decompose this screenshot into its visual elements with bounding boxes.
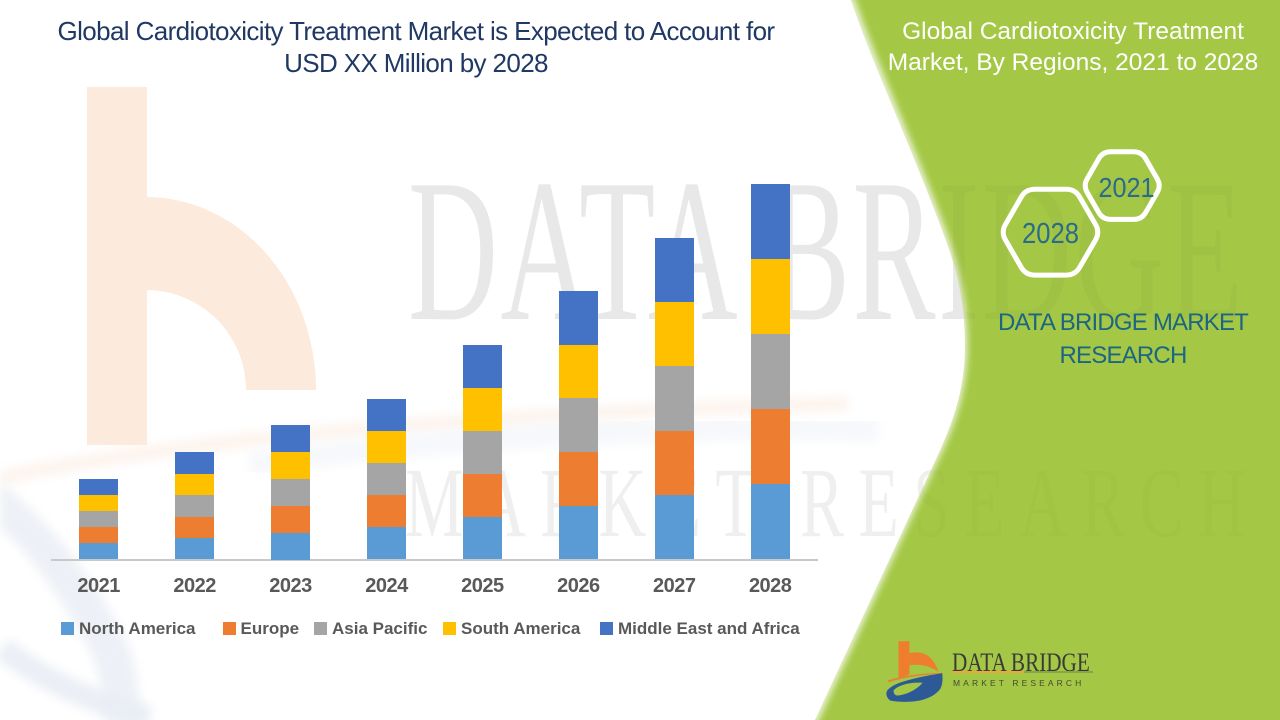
svg-text:2021: 2021: [1099, 172, 1155, 203]
svg-text:2028: 2028: [1022, 218, 1079, 250]
